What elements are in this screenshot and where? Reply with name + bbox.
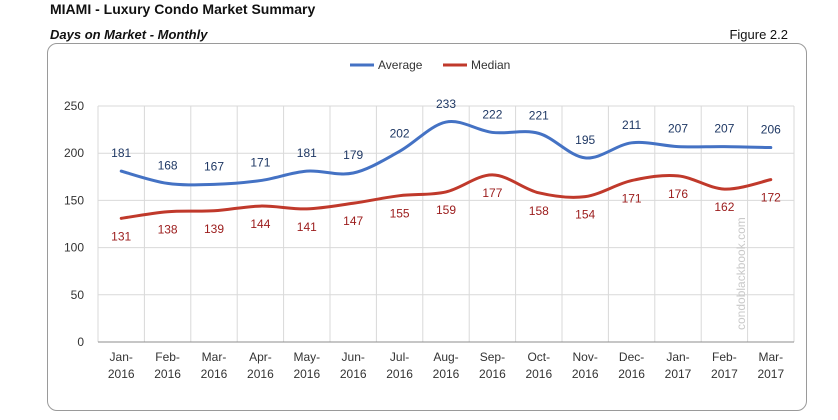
x-tick-label-year: 2016 <box>154 367 181 381</box>
y-tick-label: 0 <box>77 335 84 349</box>
y-tick-label: 100 <box>64 241 84 255</box>
x-tick-label-month: Mar- <box>202 350 227 364</box>
average-series-line <box>119 120 773 187</box>
chart-frame <box>47 43 807 411</box>
x-tick-label-year: 2016 <box>386 367 413 381</box>
average-data-label: 195 <box>575 133 595 147</box>
x-tick-label-year: 2016 <box>433 367 460 381</box>
x-tick-label-month: Aug- <box>433 350 458 364</box>
median-data-label: 162 <box>714 200 734 214</box>
median-data-label: 177 <box>482 186 502 200</box>
median-series-line <box>119 173 773 220</box>
x-tick-label-year: 2017 <box>711 367 738 381</box>
x-tick-label-month: Apr- <box>249 350 272 364</box>
median-data-label: 171 <box>622 192 642 206</box>
x-tick-label-month: Sep- <box>480 350 505 364</box>
x-tick-label-year: 2016 <box>572 367 599 381</box>
x-tick-label-year: 2016 <box>201 367 228 381</box>
average-data-label: 206 <box>761 123 781 137</box>
average-data-label: 222 <box>482 107 502 121</box>
data-label-layer: 181 168 167 171 181 179 202 233 222 221 195 211 207 2… <box>111 97 781 243</box>
average-data-label: 168 <box>158 158 178 172</box>
average-data-label: 221 <box>529 108 549 122</box>
y-tick-label: 250 <box>64 99 84 113</box>
median-data-label: 138 <box>158 223 178 237</box>
average-data-label: 207 <box>714 122 734 136</box>
average-data-label: 207 <box>668 122 688 136</box>
x-tick-label-month: Oct- <box>527 350 550 364</box>
median-data-label: 144 <box>250 217 270 231</box>
median-data-label: 176 <box>668 187 688 201</box>
y-tick-label: 50 <box>71 288 85 302</box>
median-data-label: 141 <box>297 220 317 234</box>
grid-layer <box>97 105 795 342</box>
x-tick-label-month: Feb- <box>712 350 737 364</box>
average-data-label: 202 <box>390 126 410 140</box>
median-data-label: 159 <box>436 203 456 217</box>
axis-layer: 0 50 100 150 200 250 Jan- 2016 Feb- 2016 Mar- 2016 A… <box>64 99 794 381</box>
y-tick-label: 200 <box>64 146 84 160</box>
report-title: MIAMI - Luxury Condo Market Summary <box>50 1 316 17</box>
y-tick-label: 150 <box>64 193 84 207</box>
watermark-text: condoblackbook.com <box>734 217 748 330</box>
x-tick-label-month: May- <box>293 350 320 364</box>
x-tick-label-year: 2017 <box>757 367 784 381</box>
chart-subtitle: Days on Market - Monthly <box>50 27 208 42</box>
median-data-label: 155 <box>390 207 410 221</box>
x-tick-label-year: 2016 <box>247 367 274 381</box>
median-data-label: 139 <box>204 222 224 236</box>
x-tick-label-year: 2017 <box>665 367 692 381</box>
median-data-label: 131 <box>111 229 131 243</box>
x-tick-label-year: 2016 <box>293 367 320 381</box>
figure-label: Figure 2.2 <box>729 27 788 42</box>
x-tick-label-month: Jan- <box>110 350 133 364</box>
average-data-label: 181 <box>111 146 131 160</box>
median-legend-label: Median <box>471 58 510 72</box>
x-tick-label-year: 2016 <box>525 367 552 381</box>
series-layer <box>119 120 773 220</box>
median-data-label: 158 <box>529 204 549 218</box>
average-legend-label: Average <box>378 58 423 72</box>
x-tick-label-month: Dec- <box>619 350 644 364</box>
x-tick-label-month: Nov- <box>573 350 598 364</box>
median-data-label: 147 <box>343 214 363 228</box>
x-tick-label-month: Mar- <box>758 350 783 364</box>
average-data-label: 179 <box>343 148 363 162</box>
average-data-label: 211 <box>622 118 641 132</box>
average-data-label: 167 <box>204 159 224 173</box>
legend: Average Median <box>350 58 510 72</box>
average-data-label: 171 <box>250 156 270 170</box>
x-tick-label-year: 2016 <box>618 367 645 381</box>
x-tick-label-year: 2016 <box>340 367 367 381</box>
average-data-label: 181 <box>297 146 317 160</box>
x-tick-label-month: Jun- <box>342 350 365 364</box>
average-data-label: 233 <box>436 97 456 111</box>
x-tick-label-month: Jul- <box>390 350 409 364</box>
median-data-label: 154 <box>575 208 595 222</box>
x-tick-label-year: 2016 <box>479 367 506 381</box>
median-data-label: 172 <box>761 191 781 205</box>
x-tick-label-year: 2016 <box>108 367 135 381</box>
x-tick-label-month: Jan- <box>666 350 689 364</box>
x-tick-label-month: Feb- <box>155 350 180 364</box>
